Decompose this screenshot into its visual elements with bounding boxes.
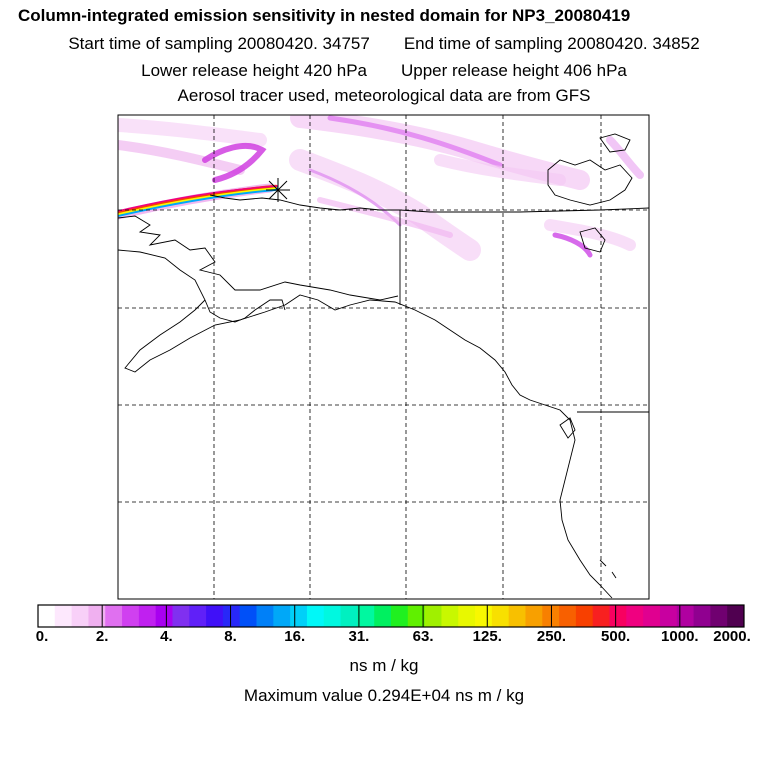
colorbar-cell xyxy=(710,605,728,627)
colorbar-cell xyxy=(693,605,711,627)
colorbar-cell xyxy=(256,605,274,627)
sensitivity-plume xyxy=(118,115,644,261)
lower-release-height-label: Lower release height 420 hPa xyxy=(141,61,367,80)
colorbar-cell xyxy=(38,605,56,627)
colorbar-cell xyxy=(424,605,442,627)
colorbar-cell xyxy=(172,605,190,627)
colorbar-tick-label: 250. xyxy=(536,628,567,645)
colorbar-cell xyxy=(441,605,459,627)
colorbar-tick-label: 1000. xyxy=(661,628,699,645)
colorbar-cell xyxy=(357,605,375,627)
colorbar-tick-label: 0. xyxy=(35,628,49,645)
colorbar-cell xyxy=(206,605,224,627)
graticule xyxy=(118,115,649,599)
start-time-label: Start time of sampling 20080420. 34757 xyxy=(68,34,370,53)
release-height-line: Lower release height 420 hPa Upper releas… xyxy=(0,61,768,81)
map-frame xyxy=(117,114,650,600)
colorbar-tick-label: 63. xyxy=(412,628,434,645)
colorbar-frame xyxy=(37,604,745,628)
colorbar-cell xyxy=(105,605,123,627)
colorbar-cell xyxy=(676,605,694,627)
colorbar-cell xyxy=(340,605,358,627)
colorbar-cell xyxy=(542,605,560,627)
colorbar-cell xyxy=(592,605,610,627)
colorbar-cell xyxy=(559,605,577,627)
colorbar-cell xyxy=(189,605,207,627)
colorbar-units-label: ns m / kg xyxy=(349,656,419,675)
colorbar xyxy=(37,604,745,628)
colorbar-tick-label: 8. xyxy=(224,628,237,645)
colorbar-tick-label: 125. xyxy=(472,628,502,645)
coastlines xyxy=(118,133,649,599)
colorbar-cell xyxy=(475,605,493,627)
colorbar-cell xyxy=(239,605,257,627)
end-time-label: End time of sampling 20080420. 34852 xyxy=(403,34,700,53)
colorbar-cell xyxy=(71,605,89,627)
colorbar-tick-label: 31. xyxy=(348,628,370,645)
colorbar-cell xyxy=(525,605,543,627)
colorbar-cell xyxy=(155,605,173,627)
colorbar-cell xyxy=(222,605,241,627)
colorbar-cell xyxy=(306,605,325,627)
colorbar-cell xyxy=(138,605,157,627)
colorbar-cell xyxy=(643,605,661,627)
plot-title: Column-integrated emission sensitivity i… xyxy=(18,6,631,25)
colorbar-cell xyxy=(122,605,140,627)
colorbar-cell xyxy=(458,605,476,627)
colorbar-cell xyxy=(290,605,308,627)
release-point-marker xyxy=(266,178,290,202)
colorbar-tick-label: 500. xyxy=(601,628,631,645)
colorbar-cell xyxy=(391,605,409,627)
upper-release-height-label: Upper release height 406 hPa xyxy=(401,61,627,80)
colorbar-cell xyxy=(88,605,106,627)
colorbar-cell xyxy=(609,605,627,627)
colorbar-cell xyxy=(626,605,644,627)
sampling-time-line: Start time of sampling 20080420. 34757 En… xyxy=(0,34,768,54)
colorbar-tick-label: 2000. xyxy=(713,628,751,645)
colorbar-cell xyxy=(273,605,291,627)
colorbar-cell xyxy=(575,605,594,627)
colorbar-tick-label: 16. xyxy=(284,628,306,645)
colorbar-cell xyxy=(407,605,426,627)
colorbar-cell xyxy=(727,605,745,627)
maximum-value-label: Maximum value 0.294E+04 ns m / kg xyxy=(243,686,525,705)
colorbar-tick-label: 2. xyxy=(95,628,109,645)
tracer-info-line: Aerosol tracer used, meteorological data… xyxy=(177,86,591,105)
colorbar-cell xyxy=(323,605,341,627)
colorbar-cell xyxy=(659,605,678,627)
colorbar-tick-label: 4. xyxy=(160,628,173,645)
colorbar-cell xyxy=(54,605,73,627)
colorbar-cell xyxy=(491,605,510,627)
colorbar-cell xyxy=(508,605,526,627)
colorbar-cell xyxy=(374,605,392,627)
